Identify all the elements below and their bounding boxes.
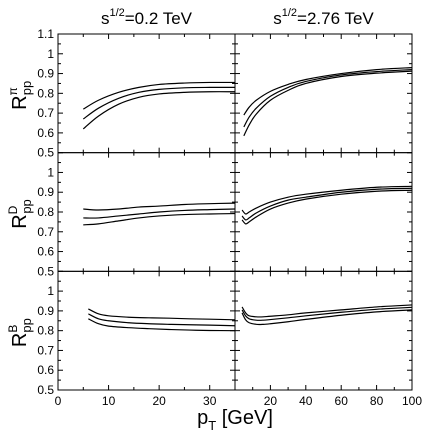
panel-r2-c2 xyxy=(234,152,413,272)
y-tick-label: 0.7 xyxy=(37,343,54,357)
y-axis-label-row-2: RDpp xyxy=(6,199,34,229)
y-tick-label: 1 xyxy=(47,284,54,298)
series-line-1 xyxy=(243,67,413,116)
y-axis-label-row-3: RBpp xyxy=(6,318,34,347)
x-tick-label: 20 xyxy=(264,394,278,408)
panel-r3-c2 xyxy=(234,270,413,391)
column-titles: s1/2=0.2 TeV s1/2=2.76 TeV xyxy=(101,7,374,28)
y-tick-label: 0.9 xyxy=(37,67,54,81)
y-tick-label: 1 xyxy=(47,165,54,179)
y-tick-label: 0.7 xyxy=(37,106,54,120)
y-tick-label: 0.6 xyxy=(37,245,54,259)
y-axis-label-row-1: Rπpp xyxy=(6,81,34,110)
series-line-3 xyxy=(243,70,413,137)
series-line-3 xyxy=(82,91,236,130)
series-line-2 xyxy=(241,187,413,221)
series-line-1 xyxy=(241,185,413,215)
column-title-2: s1/2=2.76 TeV xyxy=(273,7,374,28)
row-labels: Rπpp RDpp RBpp xyxy=(6,81,34,347)
panel-frame xyxy=(234,33,413,154)
x-tick-label: 80 xyxy=(370,394,384,408)
series-line-1 xyxy=(88,308,236,321)
y-tick-label: 0.5 xyxy=(37,383,54,397)
x-tick-label: 100 xyxy=(402,394,422,408)
y-tick-label: 0.6 xyxy=(37,363,54,377)
series-line-2 xyxy=(82,86,236,120)
x-tick-label: 30 xyxy=(203,394,217,408)
y-tick-label: 0.8 xyxy=(37,205,54,219)
y-tick-label: 0.5 xyxy=(37,146,54,160)
series-line-3 xyxy=(241,309,413,326)
series-line-1 xyxy=(241,304,413,318)
y-tick-label: 1.1 xyxy=(37,27,54,41)
column-title-1: s1/2=0.2 TeV xyxy=(101,7,193,28)
panel-frame xyxy=(57,33,236,154)
panel-frame xyxy=(234,152,413,272)
panel-r1-c1 xyxy=(57,33,236,154)
y-tick-label: 0.7 xyxy=(37,225,54,239)
series-line-2 xyxy=(88,313,236,327)
y-tick-label: 0.9 xyxy=(37,304,54,318)
x-tick-label: 20 xyxy=(152,394,166,408)
x-tick-label: 60 xyxy=(335,394,349,408)
series-line-2 xyxy=(243,69,413,128)
x-tick-label: 40 xyxy=(299,394,313,408)
y-tick-label: 0.6 xyxy=(37,126,54,140)
x-axis-title: pT [GeV] xyxy=(197,407,273,433)
x-axis-label: pT [GeV] xyxy=(197,407,273,433)
series-line-3 xyxy=(241,189,413,225)
panel-r1-c2 xyxy=(234,33,413,154)
y-tick-label: 0.5 xyxy=(37,264,54,278)
y-tick-label: 0.8 xyxy=(37,324,54,338)
y-tick-label: 0.9 xyxy=(37,185,54,199)
series-line-2 xyxy=(241,306,413,321)
panel-frame xyxy=(57,152,236,272)
series-line-1 xyxy=(82,81,236,110)
x-tick-label: 10 xyxy=(102,394,116,408)
panel-frame xyxy=(234,270,413,391)
y-tick-label: 0.8 xyxy=(37,86,54,100)
panel-r2-c1 xyxy=(57,152,236,272)
panels: 0.5 0.6 0.7 0.8 0.9 1 1.1 0.5 0.6 0.7 0.8 0.9 1 0.5 0.… xyxy=(37,27,422,408)
series-line-3 xyxy=(83,212,236,226)
panel-r3-c1 xyxy=(57,270,236,391)
series-line-1 xyxy=(83,202,236,211)
series-line-2 xyxy=(83,208,236,219)
x-tick-label: 0 xyxy=(55,394,62,408)
y-tick-label: 1 xyxy=(47,47,54,61)
series-line-3 xyxy=(88,318,236,332)
